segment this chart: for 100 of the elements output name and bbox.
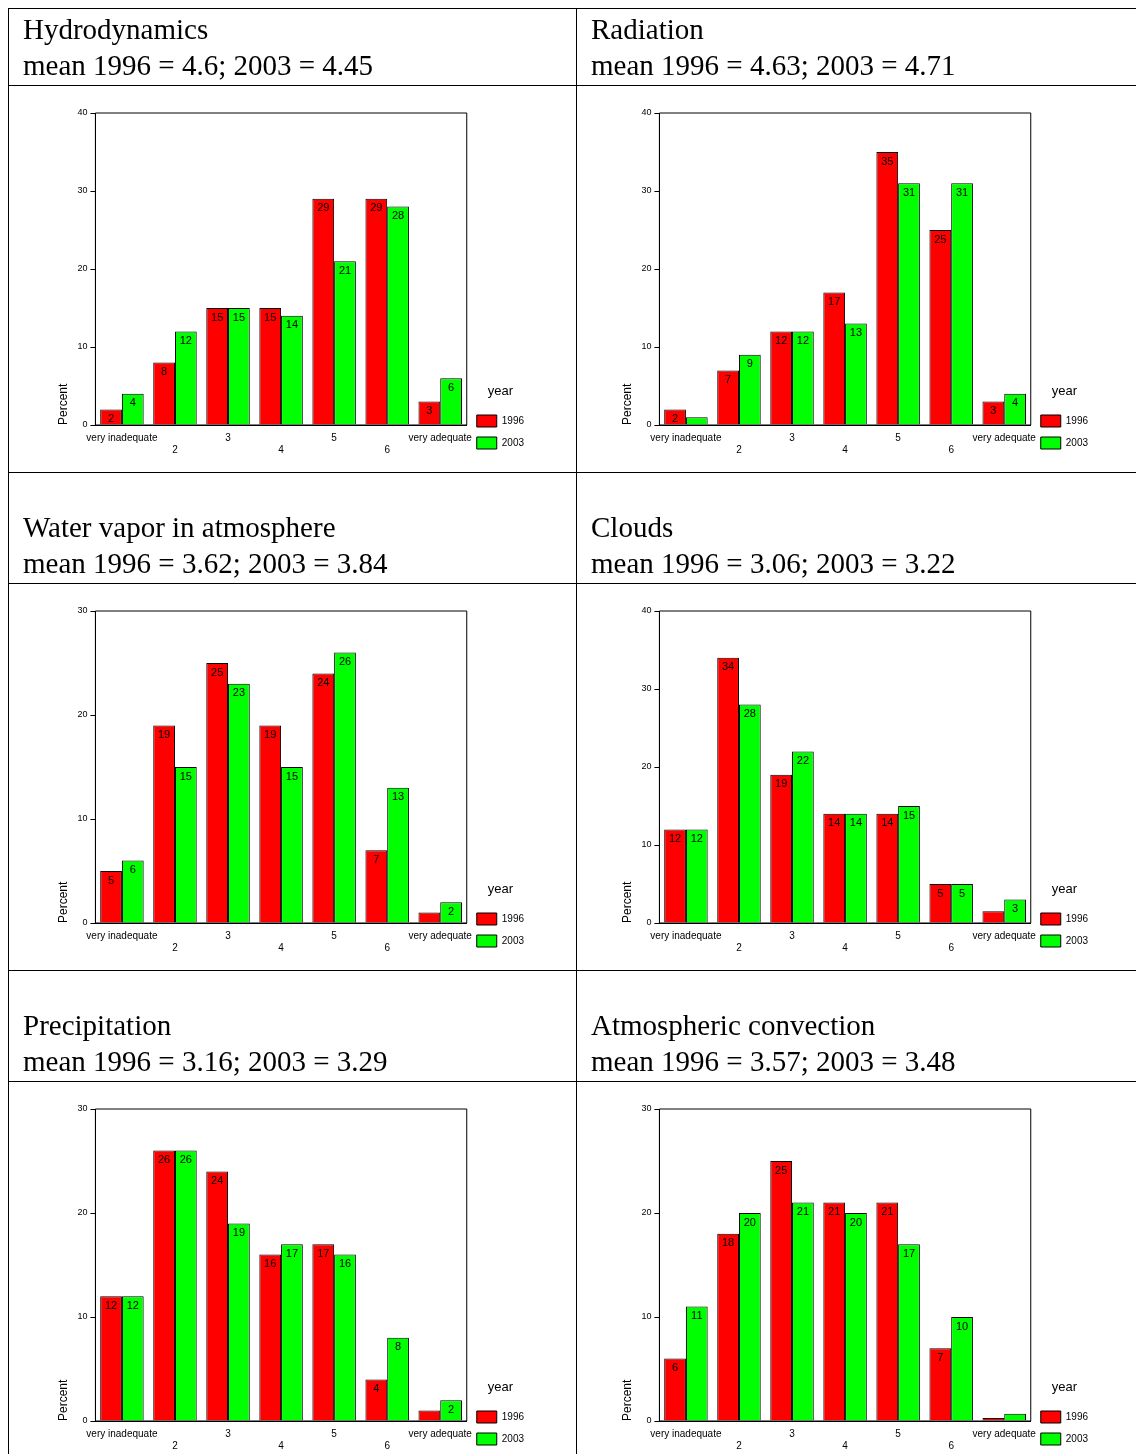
legend-title: year <box>1051 881 1078 897</box>
y-tick-label: 10 <box>640 1311 651 1322</box>
x-tick-label: 2 <box>171 1439 178 1451</box>
x-tick-label: 5 <box>330 929 337 941</box>
x-tick-label: 5 <box>330 1427 337 1439</box>
legend-label: 1996 <box>1065 1410 1088 1422</box>
x-tick-label: 3 <box>224 1427 231 1439</box>
data-label: 6 <box>447 380 454 393</box>
x-tick-label: 2 <box>735 941 742 953</box>
data-label: 21 <box>338 263 351 276</box>
chart-title: Clouds <box>591 510 675 545</box>
x-tick-label: 3 <box>788 431 795 443</box>
y-tick-label: 0 <box>645 1415 651 1426</box>
x-tick-label: 4 <box>841 941 848 953</box>
x-tick-label: 6 <box>383 443 390 455</box>
y-tick-label: 20 <box>640 761 651 772</box>
data-label: 13 <box>391 790 404 803</box>
x-tick-label: 4 <box>277 443 284 455</box>
y-tick-label: 0 <box>81 419 87 430</box>
data-label: 19 <box>157 727 170 740</box>
data-label: 14 <box>827 816 840 829</box>
y-tick-label: 40 <box>76 107 87 118</box>
y-tick-label: 0 <box>81 917 87 928</box>
x-tick-label: very adequate <box>972 929 1036 941</box>
data-label: 6 <box>671 1361 678 1374</box>
y-axis-title: Percent <box>55 880 70 923</box>
legend-title: year <box>487 881 514 897</box>
data-label: 12 <box>796 333 809 346</box>
x-tick-label: 4 <box>277 941 284 953</box>
y-tick-label: 10 <box>640 839 651 850</box>
chart-title: Radiation <box>591 12 705 47</box>
data-label: 28 <box>743 707 756 720</box>
chart-title: Hydrodynamics <box>23 12 210 47</box>
x-tick-label: 6 <box>947 1439 954 1451</box>
x-tick-label: 2 <box>735 1439 742 1451</box>
data-label: 19 <box>263 727 276 740</box>
x-tick-label: 6 <box>383 1439 390 1451</box>
x-tick-label: 2 <box>171 443 178 455</box>
y-tick-label: 20 <box>640 1207 651 1218</box>
data-label: 21 <box>827 1205 840 1218</box>
data-label: 15 <box>902 808 915 821</box>
legend-title: year <box>487 383 514 399</box>
data-label: 12 <box>126 1298 139 1311</box>
chart-subtitle: mean 1996 = 4.63; 2003 = 4.71 <box>591 48 957 83</box>
legend-label: 1996 <box>501 912 524 924</box>
legend-label: 2003 <box>501 1432 524 1444</box>
data-label: 2 <box>107 411 114 424</box>
y-tick-label: 30 <box>640 683 651 694</box>
legend-label: 2003 <box>501 934 524 946</box>
data-label: 5 <box>958 886 965 899</box>
legend-title: year <box>1051 383 1078 399</box>
y-tick-label: 40 <box>640 605 651 616</box>
data-label: 21 <box>796 1205 809 1218</box>
chart-subtitle: mean 1996 = 3.57; 2003 = 3.48 <box>591 1044 957 1079</box>
legend-label: 1996 <box>501 414 524 426</box>
y-tick-label: 30 <box>76 1103 87 1114</box>
y-tick-label: 30 <box>640 185 651 196</box>
y-tick-label: 10 <box>76 341 87 352</box>
data-label: 34 <box>721 660 734 673</box>
x-tick-label: very adequate <box>408 929 472 941</box>
y-tick-label: 30 <box>640 1103 651 1114</box>
chart-subtitle: mean 1996 = 3.16; 2003 = 3.29 <box>23 1044 389 1079</box>
data-label: 12 <box>774 333 787 346</box>
x-tick-label: 3 <box>224 431 231 443</box>
data-label: 29 <box>316 201 329 214</box>
data-label: 19 <box>774 777 787 790</box>
data-label: 9 <box>746 357 753 370</box>
data-label: 4 <box>129 396 136 409</box>
data-label: 5 <box>936 886 943 899</box>
y-axis-title: Percent <box>619 880 634 923</box>
data-label: 10 <box>955 1319 968 1332</box>
data-label: 17 <box>902 1246 915 1259</box>
x-tick-label: very adequate <box>408 431 472 443</box>
data-label: 7 <box>936 1350 943 1363</box>
y-tick-label: 10 <box>640 341 651 352</box>
chart-subtitle: mean 1996 = 3.62; 2003 = 3.84 <box>23 546 389 581</box>
y-tick-label: 40 <box>640 107 651 118</box>
x-tick-label: 5 <box>894 929 901 941</box>
data-label: 12 <box>690 831 703 844</box>
x-tick-label: very adequate <box>972 1427 1036 1439</box>
data-label: 15 <box>232 310 245 323</box>
legend-label: 2003 <box>1065 1432 1088 1444</box>
data-label: 26 <box>179 1153 192 1166</box>
data-label: 16 <box>263 1257 276 1270</box>
y-tick-label: 20 <box>640 263 651 274</box>
data-label: 2 <box>447 1402 454 1415</box>
x-tick-label: 2 <box>171 941 178 953</box>
data-label: 7 <box>724 372 731 385</box>
data-label: 35 <box>880 154 893 167</box>
data-label: 29 <box>369 201 382 214</box>
legend-title: year <box>487 1379 514 1395</box>
y-tick-label: 10 <box>76 813 87 824</box>
x-tick-label: 5 <box>330 431 337 443</box>
data-label: 25 <box>774 1163 787 1176</box>
data-label: 13 <box>849 326 862 339</box>
data-label: 3 <box>425 404 432 417</box>
x-tick-label: 5 <box>894 1427 901 1439</box>
data-label: 15 <box>285 769 298 782</box>
data-label: 25 <box>210 665 223 678</box>
data-label: 17 <box>285 1246 298 1259</box>
